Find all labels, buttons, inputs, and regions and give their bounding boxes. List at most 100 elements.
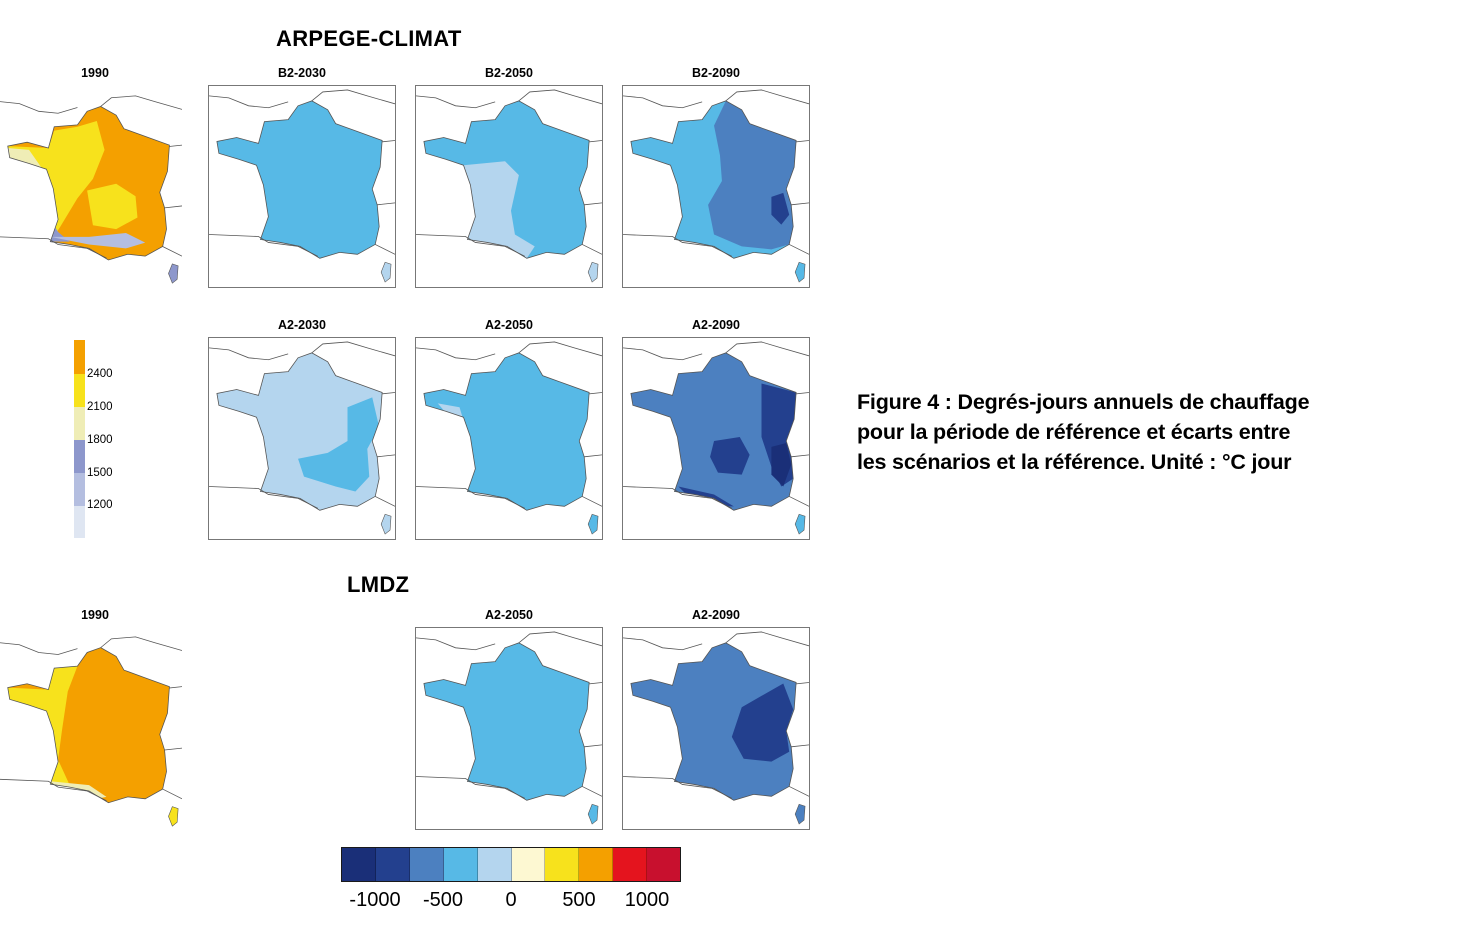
ref-tick-2100: 2100 xyxy=(87,401,113,413)
map-b2-2090 xyxy=(622,85,810,288)
map-lmdz-a2-2090 xyxy=(622,627,810,830)
diff-tick-0: 0 xyxy=(505,889,517,911)
coastline xyxy=(0,95,182,114)
map-label-lmdz-a2-2050: A2-2050 xyxy=(485,608,533,622)
pyrenees-border xyxy=(623,234,733,257)
france-outline xyxy=(630,100,797,259)
france-outline xyxy=(630,352,797,511)
coastline xyxy=(416,89,602,109)
a2-2050-svg xyxy=(416,341,602,535)
map-a2-2030 xyxy=(208,337,396,540)
map-b2-2050 xyxy=(415,85,603,288)
ref-tick-1200: 1200 xyxy=(87,499,113,511)
france-outline xyxy=(7,647,170,804)
corsica xyxy=(168,263,179,284)
diff-cell-9 xyxy=(647,848,681,881)
caption-line-1: Figure 4 : Degrés-jours annuels de chauf… xyxy=(857,390,1310,414)
coastline xyxy=(623,631,809,651)
diff-cell-0 xyxy=(342,848,376,881)
diff-cell-5 xyxy=(511,848,546,881)
corsica xyxy=(587,261,599,283)
lmdz-1990-svg xyxy=(0,636,182,827)
contour-zone-0 xyxy=(7,120,105,242)
diff-cell-1 xyxy=(375,848,410,881)
b2-2030-svg xyxy=(209,89,395,283)
figure-caption: Figure 4 : Degrés-jours annuels de chauf… xyxy=(857,387,1437,477)
lmdz-a2-2090-svg xyxy=(623,631,809,825)
map-label-lmdz-1990: 1990 xyxy=(81,608,109,622)
france-outline xyxy=(423,352,590,511)
corsica xyxy=(794,803,806,825)
france-outline xyxy=(216,100,383,259)
contour-zone-0 xyxy=(7,666,78,786)
diff-cell-6 xyxy=(545,848,580,881)
map-a2-2050 xyxy=(415,337,603,540)
map-b2-2030 xyxy=(208,85,396,288)
diff-cell-8 xyxy=(613,848,648,881)
pyrenees-border xyxy=(209,486,319,509)
pyrenees-border xyxy=(0,778,107,802)
contour-zone-4 xyxy=(87,183,138,230)
diff-tick-minus-500: -500 xyxy=(422,889,464,911)
coastline xyxy=(623,89,809,109)
corsica xyxy=(794,261,806,283)
diff-cell-2 xyxy=(409,848,444,881)
ref-swatch-2 xyxy=(74,407,85,440)
contour-zone-0 xyxy=(731,683,794,762)
pyrenees-border xyxy=(416,234,526,257)
coastline xyxy=(209,341,395,361)
corsica xyxy=(587,513,599,535)
france-outline xyxy=(423,642,590,801)
ref-swatch-5 xyxy=(74,506,85,538)
france-region xyxy=(423,352,590,511)
a2-2090-svg xyxy=(623,341,809,535)
lmdz-title: LMDZ xyxy=(347,572,410,597)
diff-tick-1000: 1000 xyxy=(624,889,670,911)
ref-tick-2400: 2400 xyxy=(87,368,113,380)
pyrenees-border xyxy=(623,776,733,799)
diff-tick-minus-1000: -1000 xyxy=(349,889,401,911)
ref-tick-1500: 1500 xyxy=(87,467,113,479)
corsica xyxy=(587,803,599,825)
map-label-b2-2050: B2-2050 xyxy=(485,66,533,80)
coastline xyxy=(416,341,602,361)
map-label-lmdz-a2-2090: A2-2090 xyxy=(692,608,740,622)
pyrenees-border xyxy=(209,234,319,257)
corsica xyxy=(380,261,392,283)
map-label-a2-2030: A2-2030 xyxy=(278,318,326,332)
pyrenees-border xyxy=(416,776,526,799)
diff-tick-500: 500 xyxy=(562,889,596,911)
corsica xyxy=(168,806,179,827)
difference-scale-legend: -1000 -500 0 500 1000 xyxy=(341,847,682,917)
arpege-climat-title: ARPEGE-CLIMAT xyxy=(276,26,462,51)
corsica xyxy=(794,513,806,535)
contour-zone-0 xyxy=(298,397,380,492)
arpege-1990-svg xyxy=(0,95,182,284)
ref-swatch-4 xyxy=(74,473,85,506)
coastline xyxy=(209,89,395,109)
france-outline xyxy=(423,100,590,259)
contour-zone-0 xyxy=(463,161,535,259)
caption-line-2: pour la période de référence et écarts e… xyxy=(857,420,1291,444)
contour-zone-2 xyxy=(771,442,792,487)
caption-line-3: les scénarios et la référence. Unité : °… xyxy=(857,450,1292,474)
map-label-a2-2050: A2-2050 xyxy=(485,318,533,332)
map-lmdz-a2-2050 xyxy=(415,627,603,830)
pyrenees-border xyxy=(623,486,733,509)
lmdz-a2-2050-svg xyxy=(416,631,602,825)
ref-swatch-3 xyxy=(74,440,85,473)
reference-scale-legend: 2400 2100 1800 1500 1200 xyxy=(70,340,160,540)
france-region xyxy=(423,642,590,801)
map-label-b2-2030: B2-2030 xyxy=(278,66,326,80)
france-region xyxy=(7,647,170,803)
france-region xyxy=(630,642,797,801)
france-outline xyxy=(7,106,170,261)
map-label-b2-2090: B2-2090 xyxy=(692,66,740,80)
diff-cell-4 xyxy=(477,848,512,881)
map-label-arpege-1990: 1990 xyxy=(81,66,109,80)
map-a2-2090 xyxy=(622,337,810,540)
pyrenees-border xyxy=(416,486,526,509)
france-outline xyxy=(216,352,383,511)
france-region xyxy=(630,352,797,511)
contour-zone-1 xyxy=(771,192,790,225)
